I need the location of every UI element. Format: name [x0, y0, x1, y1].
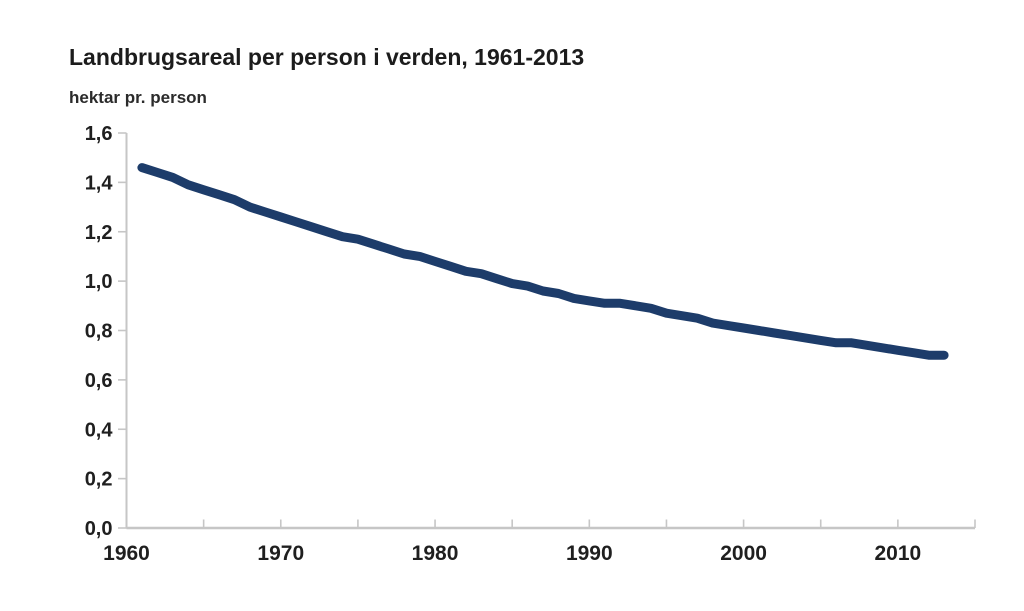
x-tick-label: 1960 [103, 542, 150, 565]
x-tick-label: 1990 [566, 542, 613, 565]
y-tick-label: 1,0 [85, 271, 113, 293]
y-tick-label: 1,2 [85, 222, 113, 244]
y-tick-label: 1,4 [85, 172, 114, 194]
x-tick-label: 2010 [875, 542, 922, 565]
x-tick-label: 2000 [720, 542, 767, 565]
y-tick-label: 0,8 [85, 321, 113, 343]
y-tick-label: 0,4 [85, 419, 114, 441]
x-tick-label: 1970 [257, 542, 304, 565]
y-tick-label: 0,2 [85, 469, 113, 491]
x-tick-label: 1980 [412, 542, 459, 565]
y-tick-label: 1,6 [85, 123, 113, 145]
y-tick-label: 0,0 [85, 518, 113, 540]
chart-title: Landbrugsareal per person i verden, 1961… [69, 44, 585, 70]
data-series-line [137, 163, 949, 360]
y-tick-label: 0,6 [85, 370, 113, 392]
chart-y-axis-unit-label: hektar pr. person [69, 88, 207, 107]
